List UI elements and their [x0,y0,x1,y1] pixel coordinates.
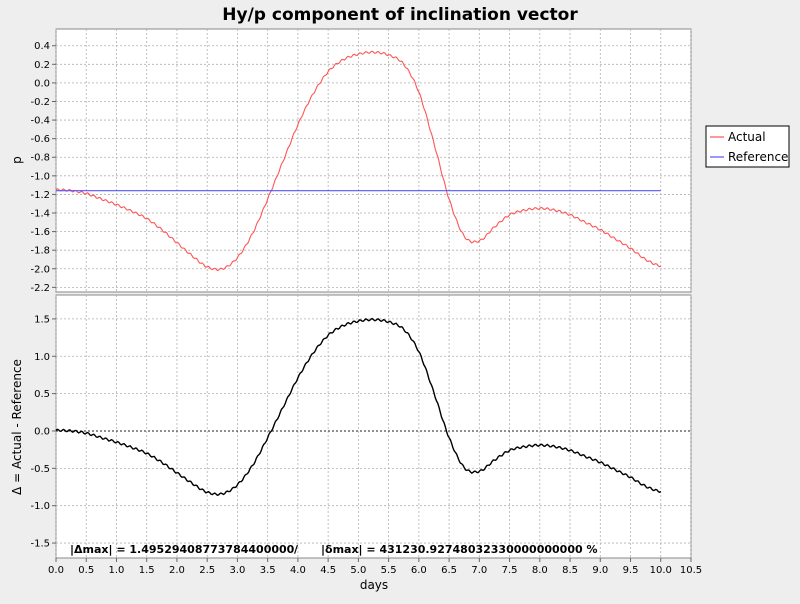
y-tick-label: -1.0 [30,501,50,512]
x-tick-label: 1.5 [139,565,155,576]
plot-area-top [55,28,692,293]
tick-labels: 0.0 0.5 1.0 1.5 2.0 2.5 3.0 3.5 4.0 4.5 5.0 5.5 6.0 6… [30,41,702,576]
y-tick-label: -1.8 [30,246,50,257]
series-line- [55,317,662,496]
y-tick-label: -1.0 [30,171,50,182]
y-tick-label: -0.6 [30,134,50,145]
x-tick-label: 10.5 [680,565,702,576]
x-tick-label: 3.5 [260,565,276,576]
x-tick-label: 4.0 [290,565,306,576]
y-tick-label: -2.2 [30,283,50,294]
x-tick-label: 4.5 [320,565,336,576]
x-tick-label: 0.0 [48,565,64,576]
x-tick-label: 2.5 [199,565,215,576]
x-tick-label: 7.5 [502,565,518,576]
y-tick-label: 0.5 [34,389,50,400]
plot-area-bottom [55,294,692,559]
series-layer [55,50,662,496]
y-tick-label: -2.0 [30,264,50,275]
y-tick-label: 0.4 [34,41,50,52]
x-tick-label: 8.0 [532,565,548,576]
y-tick-label: 1.5 [34,314,50,325]
y-tick-label: -0.8 [30,153,50,164]
y-tick-label: -1.6 [30,227,50,238]
y-tick-label: -1.2 [30,190,50,201]
y-tick-label: 0.2 [34,60,50,71]
x-tick-label: 0.5 [78,565,94,576]
x-tick-label: 7.0 [471,565,487,576]
y-axis-label-bottom: Δ = Actual - Reference [10,359,24,495]
y-tick-label: -1.4 [30,209,50,220]
x-tick-label: 6.0 [411,565,427,576]
x-tick-label: 9.5 [623,565,639,576]
chart-title: Hy/p component of inclination vector [222,5,578,25]
legend: Actual Reference [705,125,790,168]
y-tick-label: -0.4 [30,116,50,127]
legend-label-reference: Reference [728,150,788,164]
annotation-separator: / [294,543,299,556]
x-tick-label: 2.0 [169,565,185,576]
y-tick-label: -1.5 [30,539,50,550]
series-line-actual [55,50,662,271]
x-tick-label: 1.0 [109,565,125,576]
x-tick-label: 6.5 [441,565,457,576]
y-axis-label-top: p [10,156,24,164]
x-tick-label: 5.0 [350,565,366,576]
y-tick-label: 0.0 [34,426,50,437]
y-tick-label: 0.0 [34,78,50,89]
x-tick-label: 3.0 [229,565,245,576]
x-tick-label: 5.5 [381,565,397,576]
grid-lines [55,29,692,558]
x-axis-label: days [360,578,388,592]
legend-label-actual: Actual [728,130,766,144]
x-tick-label: 10.0 [650,565,672,576]
x-tick-label: 9.0 [592,565,608,576]
y-tick-label: -0.2 [30,97,50,108]
y-tick-label: 1.0 [34,352,50,363]
x-tick-label: 8.5 [562,565,578,576]
relative-delta-max-annotation: |δmax| = 431230.92748032330000000000 % [321,543,597,556]
y-tick-label: -0.5 [30,464,50,475]
delta-max-annotation: |Δmax| = 1.49529408773784400000 [70,543,295,556]
legend-box [705,125,790,168]
